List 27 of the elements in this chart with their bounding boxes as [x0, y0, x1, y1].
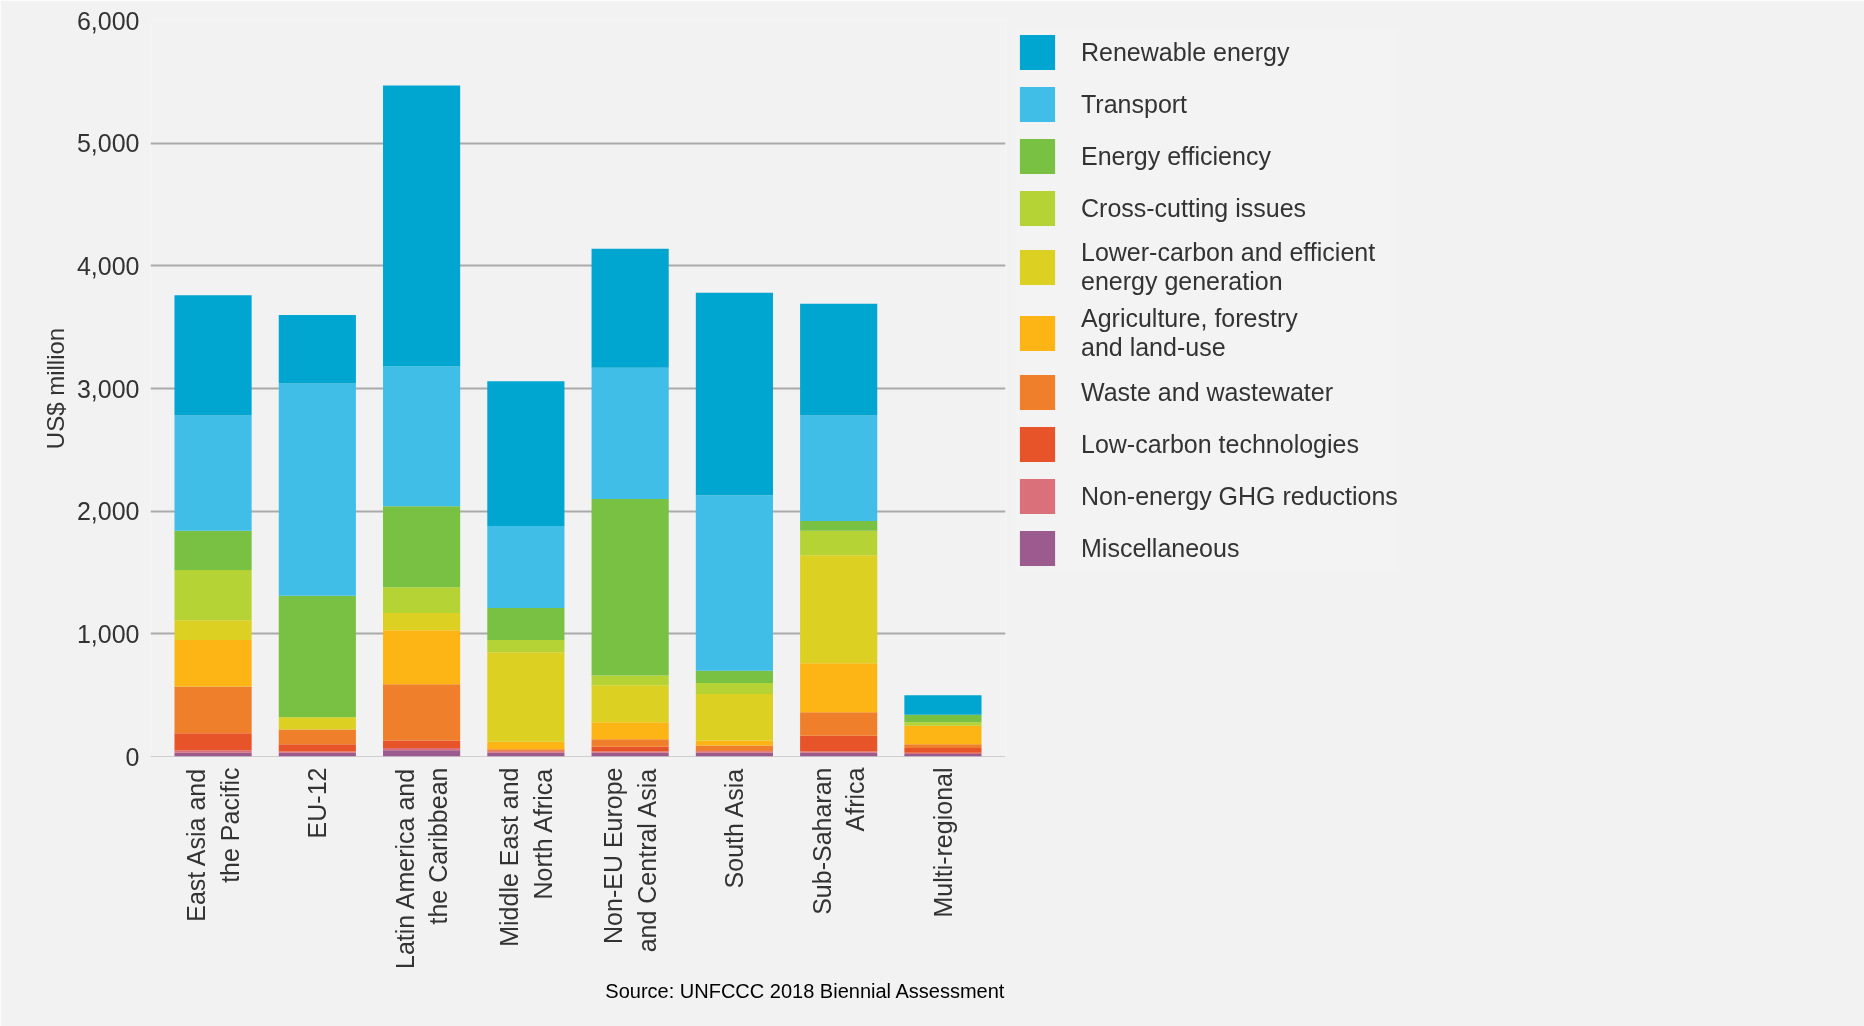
y-axis-title: US$ million — [41, 327, 69, 450]
legend-label: Energy efficiency — [1081, 140, 1271, 172]
y-tick-label: 1,000 — [76, 619, 140, 648]
y-tick-label: 0 — [125, 742, 140, 771]
legend-label: Renewable energy — [1081, 36, 1290, 68]
legend-label: Non-energy GHG reductions — [1081, 480, 1398, 512]
x-tick-label: Middle East and North Africa — [495, 767, 557, 947]
x-tick-label: Non-EU Europe and Central Asia — [599, 767, 661, 953]
x-tick-label: Latin America and the Caribbean — [390, 767, 453, 969]
legend-label: Cross-cutting issues — [1081, 192, 1307, 224]
legend-label: Miscellaneous — [1081, 532, 1240, 564]
x-tick-label: Sub-Saharan Africa — [807, 767, 870, 915]
legend-label: Agriculture, forestry and land-use — [1081, 304, 1298, 362]
legend-label: Waste and wastewater — [1081, 376, 1333, 408]
legend-label: Transport — [1081, 88, 1188, 120]
x-tick-label: East Asia and the Pacific — [182, 767, 244, 922]
y-tick-label: 2,000 — [76, 497, 140, 526]
y-tick-label: 5,000 — [76, 129, 140, 158]
x-tick-label: South Asia — [720, 768, 749, 889]
y-tick-label: 4,000 — [76, 251, 140, 280]
legend-label: Lower-carbon and efficient energy generation — [1081, 238, 1376, 296]
legend-label: Low-carbon technologies — [1081, 428, 1359, 460]
y-tick-label: 6,000 — [76, 6, 140, 35]
x-tick-label: EU-12 — [303, 767, 332, 839]
y-tick-label: 3,000 — [76, 374, 140, 403]
x-tick-label: Multi-regional — [928, 767, 957, 918]
source-note: Source: UNFCCC 2018 Biennial Assessment — [605, 979, 1005, 1002]
